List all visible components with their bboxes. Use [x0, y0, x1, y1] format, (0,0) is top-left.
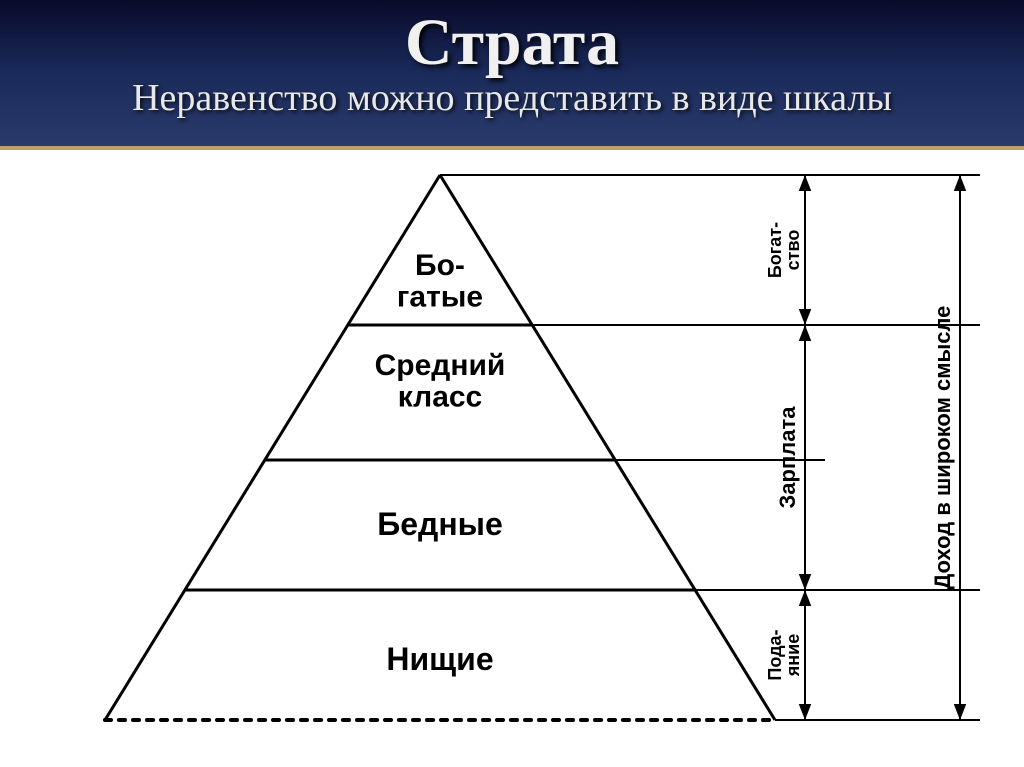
- svg-text:Нищие: Нищие: [386, 641, 493, 677]
- diagram-area: Бо-гатые Среднийкласс Бедные Нищие Богат-ств…: [0, 150, 1024, 767]
- svg-text:Пода-: Пода-: [765, 629, 785, 680]
- slide-subtitle: Неравенство можно представить в виде шка…: [0, 76, 1024, 120]
- svg-text:Доход в широком смысле: Доход в широком смысле: [930, 306, 955, 590]
- pyramid-diagram: Бо-гатые Среднийкласс Бедные Нищие Богат-ств…: [0, 150, 1024, 767]
- svg-text:Бо-: Бо-: [415, 249, 465, 282]
- svg-text:Средний: Средний: [375, 349, 506, 382]
- svg-text:Бедные: Бедные: [377, 506, 503, 542]
- svg-text:ство: ство: [783, 230, 803, 271]
- svg-text:гатые: гатые: [397, 281, 483, 314]
- svg-text:класс: класс: [398, 381, 483, 414]
- svg-text:Богат-: Богат-: [765, 222, 785, 278]
- slide-header: Страта Неравенство можно представить в в…: [0, 0, 1024, 150]
- svg-text:яние: яние: [783, 634, 803, 677]
- svg-text:Зарплата: Зарплата: [775, 406, 800, 509]
- slide-title: Страта: [0, 5, 1024, 81]
